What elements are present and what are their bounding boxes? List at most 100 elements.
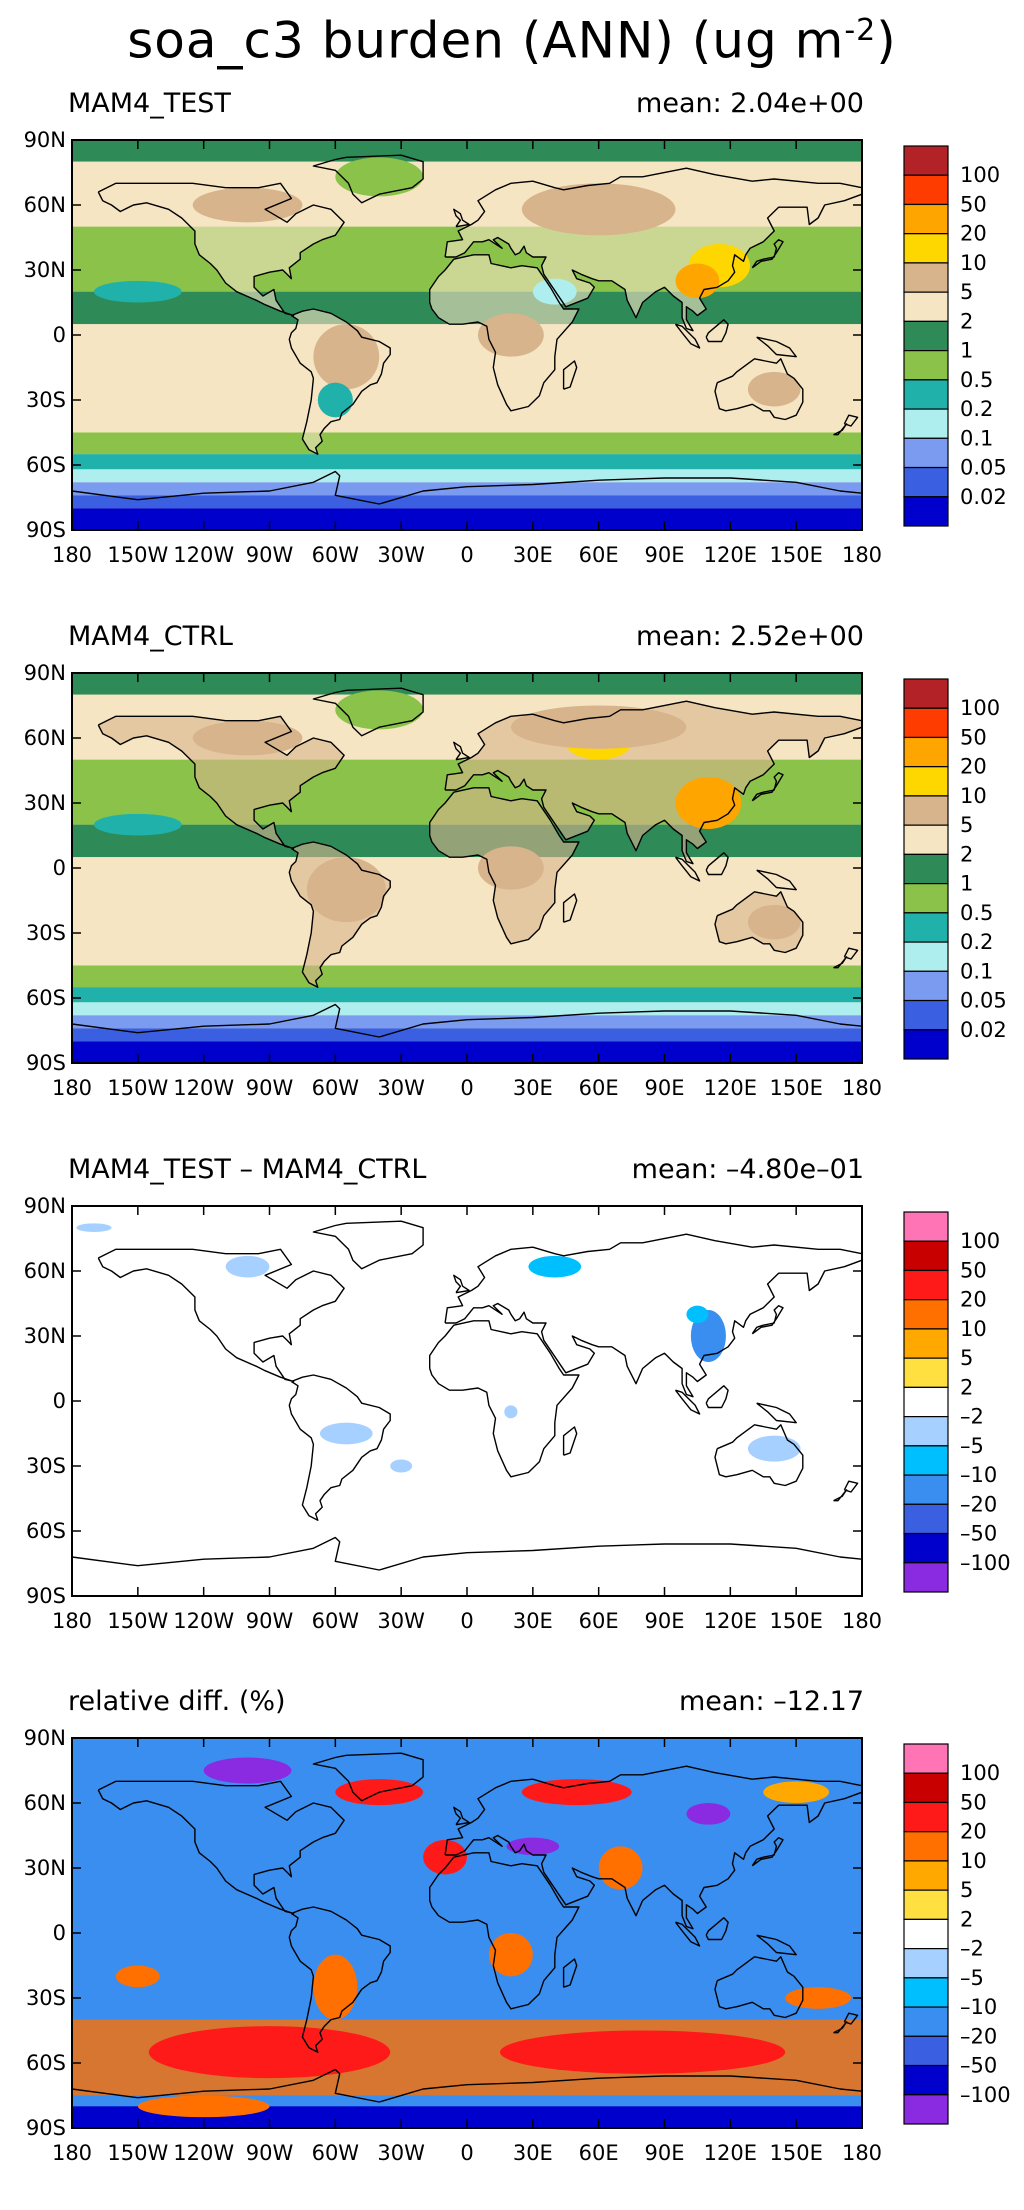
x-tick-label: 150E [769,2141,822,2165]
map-panel-relative-diff: relative diff. (%) mean: –12.17 90N 60N 30… [0,1680,1024,2210]
colorbar-box [903,678,949,709]
colorbar-label: 0.02 [960,1018,1007,1042]
field-patch [598,1846,643,1890]
y-tick-label: 60N [24,726,66,750]
x-tick-label: 60E [579,1076,619,1100]
colorbar-box [903,912,949,943]
y-tick-label: 60S [26,986,66,1010]
x-tick-label: 90W [246,1076,294,1100]
colorbar-label: 1 [960,339,973,363]
x-tick-label: 120E [704,543,757,567]
x-tick-label: 120W [173,1076,234,1100]
colorbar-label: 0.5 [960,901,993,925]
coastline [429,1852,580,2010]
coastline [843,414,859,427]
coastline [444,1765,862,1930]
y-tick-label: 0 [53,1921,66,1945]
field-band [72,469,862,483]
land-field [98,716,345,849]
x-tick-label: 120E [704,1609,757,1633]
colorbar-box [903,291,949,322]
colorbar-box [903,320,949,352]
panel-subtitle: MAM4_CTRL [68,621,233,652]
y-tick-label: 30N [24,1324,66,1348]
colorbar-box [903,1831,949,1862]
coastline [312,687,424,737]
coastline [756,1402,797,1424]
field-band [72,454,862,470]
coastline [288,1906,391,2053]
colorbar-box [903,853,949,885]
coastline [705,1917,729,1941]
x-tick-label: 90W [246,2141,294,2165]
coastline [833,423,848,436]
colorbar-box [903,1386,949,1418]
coastline [562,360,578,390]
coastline [674,1921,701,1947]
coastline [674,1389,701,1415]
coastline [312,1752,424,1802]
coastline [453,1806,470,1826]
colorbar-label: –100 [960,2083,1011,2107]
coastline [756,1934,797,1956]
coastline [288,1374,391,1521]
colorbar-box [903,999,949,1031]
map-field [72,1206,862,1596]
y-tick-label: 30S [26,1986,66,2010]
x-tick-label: 30E [513,543,553,567]
x-tick-label: 180 [52,543,92,567]
colorbar-label: –10 [960,1995,997,2019]
map-field [72,140,862,530]
panel-mean: mean: 2.04e+00 [636,88,864,119]
colorbar-label: 0.5 [960,368,993,392]
colorbar-box [903,707,949,739]
colorbar-label: 0.2 [960,930,993,954]
y-tick-label: 90N [24,1194,66,1218]
x-tick-label: 30W [377,1609,425,1633]
coastline [674,856,701,882]
coastline [97,1248,345,1383]
panel-mean: mean: –4.80e–01 [631,1154,864,1185]
field-patch [521,183,676,236]
colorbar-box [903,1269,949,1301]
field-patch [313,324,380,390]
colorbar-label: 0.1 [960,426,993,450]
colorbar-label: –2 [960,1405,984,1429]
y-tick-label: 30S [26,1454,66,1478]
coastline [756,336,797,358]
colorbar-label: 0.05 [960,456,1007,480]
colorbar-label: –10 [960,1463,997,1487]
y-tick-label: 30N [24,258,66,282]
coastline [72,1003,862,1038]
coastline [453,208,470,228]
panel-mean: mean: 2.52e+00 [636,621,864,652]
colorbar-box [903,970,949,1002]
panel-subtitle: relative diff. (%) [68,1686,286,1717]
y-tick-label: 0 [53,323,66,347]
field-band [72,324,862,368]
colorbar-box [903,883,949,914]
field-patch [690,1310,726,1362]
x-tick-label: 30W [377,1076,425,1100]
colorbar-box [903,736,949,768]
x-tick-label: 90W [246,1609,294,1633]
figure-title-close: ) [876,11,897,70]
colorbar-label: 1 [960,872,973,896]
coastline [756,869,797,891]
field-patch [76,1223,112,1232]
x-tick-label: 90W [246,543,294,567]
coastline [97,1780,345,1915]
colorbar-label: 20 [960,1288,987,1312]
figure-title: soa_c3 burden (ANN) (ug m-2) [0,0,1024,72]
coastline [444,167,862,332]
x-tick-label: 150E [769,1076,822,1100]
colorbar-box [903,1889,949,1920]
x-tick-label: 60E [579,543,619,567]
colorbar-box [903,145,949,176]
x-tick-label: 60W [312,1076,360,1100]
colorbar-box [903,1416,949,1447]
colorbar-box [903,1743,949,1774]
coastline [843,2012,859,2025]
